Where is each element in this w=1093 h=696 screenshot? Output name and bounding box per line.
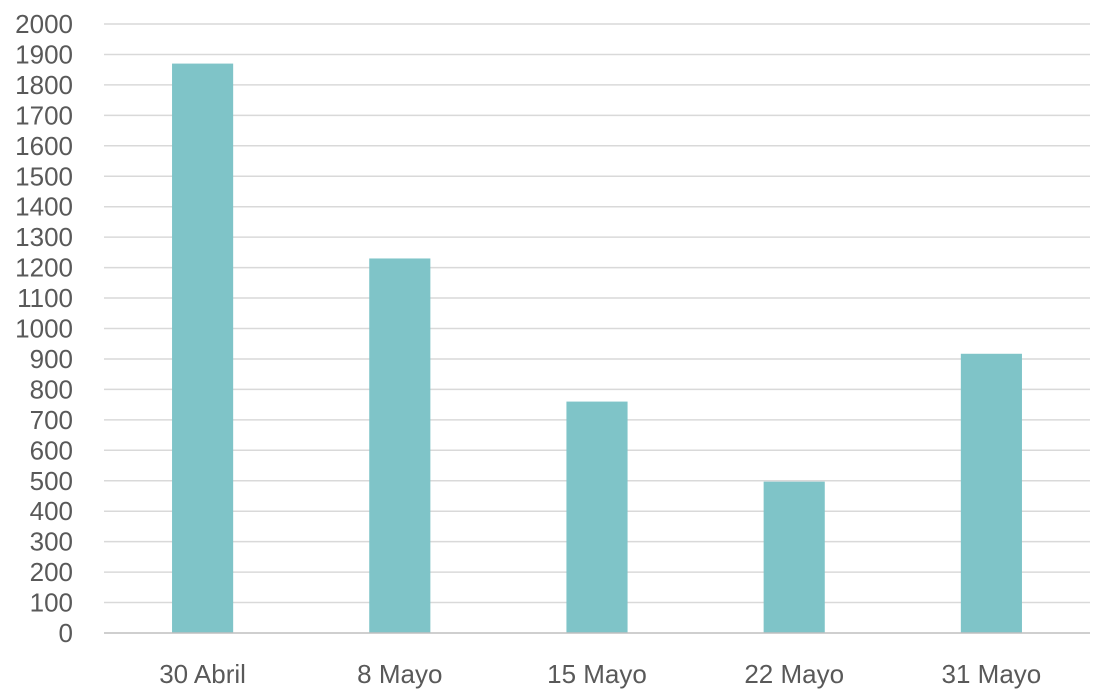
y-tick-label: 1700	[15, 100, 73, 130]
bar	[566, 401, 628, 633]
y-tick-label: 600	[30, 435, 73, 465]
y-tick-label: 1600	[15, 131, 73, 161]
x-tick-label: 22 Mayo	[744, 659, 844, 689]
gridlines	[104, 23, 1090, 604]
y-tick-label: 1300	[15, 222, 73, 252]
y-tick-label: 400	[30, 496, 73, 526]
y-tick-label: 900	[30, 344, 73, 374]
y-tick-label: 700	[30, 405, 73, 435]
y-tick-label: 500	[30, 466, 73, 496]
y-tick-label: 1200	[15, 253, 73, 283]
y-tick-label: 1800	[15, 70, 73, 100]
y-tick-label: 1100	[17, 283, 73, 313]
y-tick-label: 2000	[15, 9, 73, 39]
y-tick-label: 1500	[15, 161, 73, 191]
x-axis-tick-labels: 30 Abril 8 Mayo 15 Mayo 22 Mayo 31 Mayo	[159, 659, 1041, 689]
y-tick-label: 1900	[15, 39, 73, 69]
y-tick-label: 100	[30, 588, 73, 618]
bar	[172, 63, 234, 633]
bars	[172, 63, 1022, 633]
x-tick-label: 30 Abril	[159, 659, 246, 689]
y-tick-label: 1400	[15, 192, 73, 222]
x-tick-label: 15 Mayo	[547, 659, 647, 689]
y-tick-label: 1000	[15, 314, 73, 344]
bar	[369, 258, 431, 633]
bar	[763, 481, 825, 633]
bar	[960, 353, 1022, 633]
y-axis-tick-labels: 0100200300400500600700800900100011001200…	[15, 9, 73, 648]
y-tick-label: 800	[30, 374, 73, 404]
y-tick-label: 0	[59, 618, 73, 648]
x-tick-label: 8 Mayo	[357, 659, 442, 689]
y-tick-label: 300	[30, 527, 73, 557]
x-tick-label: 31 Mayo	[942, 659, 1042, 689]
y-tick-label: 200	[30, 557, 73, 587]
